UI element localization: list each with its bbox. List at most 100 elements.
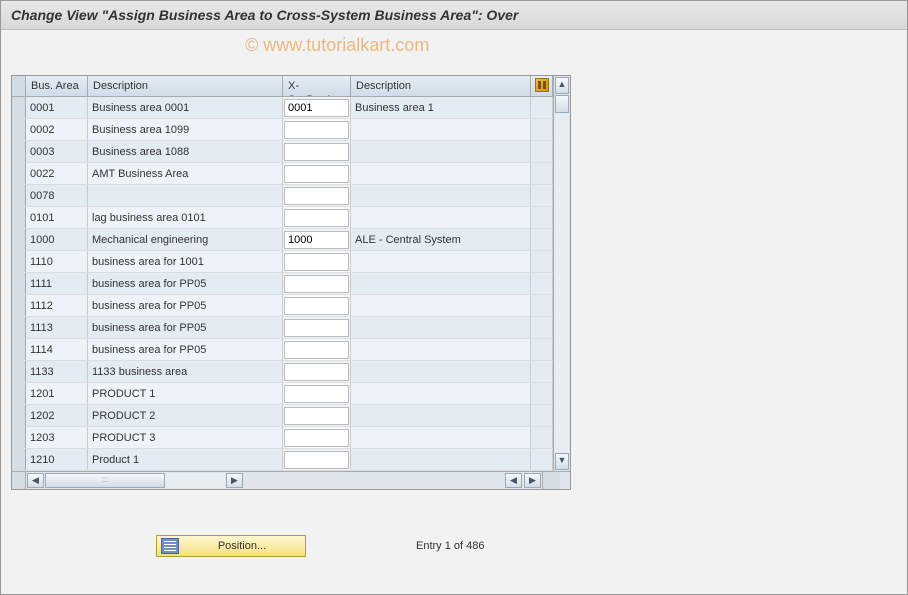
cell-xsysbusar[interactable] xyxy=(283,361,351,382)
cell-spacer xyxy=(531,427,553,448)
row-selector[interactable] xyxy=(12,229,26,250)
row-selector[interactable] xyxy=(12,405,26,426)
cell-bus-area: 1202 xyxy=(26,405,88,426)
cell-xsysbusar[interactable] xyxy=(283,141,351,162)
xsysbusar-input[interactable] xyxy=(284,99,349,117)
cell-bus-area: 1133 xyxy=(26,361,88,382)
table-row: 1203PRODUCT 3 xyxy=(12,427,553,449)
row-selector[interactable] xyxy=(12,273,26,294)
cell-description2 xyxy=(351,449,531,470)
scroll-right-button-2[interactable]: ▶ xyxy=(524,473,541,488)
column-header-xsysbusar[interactable]: X-SysBusAr xyxy=(283,76,351,96)
row-selector[interactable] xyxy=(12,207,26,228)
row-selector[interactable] xyxy=(12,119,26,140)
cell-xsysbusar[interactable] xyxy=(283,251,351,272)
cell-xsysbusar[interactable] xyxy=(283,185,351,206)
scroll-left-button[interactable]: ◀ xyxy=(27,473,44,488)
xsysbusar-input[interactable] xyxy=(284,451,349,469)
table-row: 0001Business area 0001Business area 1 xyxy=(12,97,553,119)
xsysbusar-input[interactable] xyxy=(284,209,349,227)
xsysbusar-input[interactable] xyxy=(284,407,349,425)
table-config-button[interactable] xyxy=(531,76,553,96)
cell-description2 xyxy=(351,141,531,162)
xsysbusar-input[interactable] xyxy=(284,165,349,183)
xsysbusar-input[interactable] xyxy=(284,275,349,293)
row-selector[interactable] xyxy=(12,339,26,360)
xsysbusar-input[interactable] xyxy=(284,253,349,271)
scroll-right-button[interactable]: ▶ xyxy=(226,473,243,488)
row-selector[interactable] xyxy=(12,383,26,404)
xsysbusar-input[interactable] xyxy=(284,341,349,359)
xsysbusar-input[interactable] xyxy=(284,319,349,337)
column-header-description2[interactable]: Description xyxy=(351,76,531,96)
cell-bus-area: 1210 xyxy=(26,449,88,470)
xsysbusar-input[interactable] xyxy=(284,385,349,403)
cell-description2: ALE - Central System xyxy=(351,229,531,250)
cell-spacer xyxy=(531,339,553,360)
xsysbusar-input[interactable] xyxy=(284,143,349,161)
xsysbusar-input[interactable] xyxy=(284,187,349,205)
cell-bus-area: 0022 xyxy=(26,163,88,184)
row-selector[interactable] xyxy=(12,295,26,316)
vertical-scrollbar[interactable]: ▲ ▼ xyxy=(553,76,570,471)
cell-xsysbusar[interactable] xyxy=(283,295,351,316)
cell-xsysbusar[interactable] xyxy=(283,449,351,470)
row-selector[interactable] xyxy=(12,317,26,338)
table-row: 1201PRODUCT 1 xyxy=(12,383,553,405)
column-header-description[interactable]: Description xyxy=(88,76,283,96)
cell-description2 xyxy=(351,163,531,184)
cell-description2 xyxy=(351,207,531,228)
scroll-left-button-2[interactable]: ◀ xyxy=(505,473,522,488)
table-row: 1113business area for PP05 xyxy=(12,317,553,339)
cell-xsysbusar[interactable] xyxy=(283,207,351,228)
cell-xsysbusar[interactable] xyxy=(283,163,351,184)
cell-description2 xyxy=(351,317,531,338)
cell-description2 xyxy=(351,339,531,360)
cell-xsysbusar[interactable] xyxy=(283,119,351,140)
hscroll-thumb[interactable]: ::: xyxy=(45,473,165,488)
row-selector[interactable] xyxy=(12,141,26,162)
cell-bus-area: 1000 xyxy=(26,229,88,250)
page-title: Change View "Assign Business Area to Cro… xyxy=(1,1,907,30)
row-selector[interactable] xyxy=(12,449,26,470)
xsysbusar-input[interactable] xyxy=(284,363,349,381)
vscroll-thumb[interactable] xyxy=(555,95,569,113)
cell-xsysbusar[interactable] xyxy=(283,229,351,250)
position-icon xyxy=(161,538,179,554)
cell-xsysbusar[interactable] xyxy=(283,383,351,404)
row-selector[interactable] xyxy=(12,97,26,118)
table-row: 0003Business area 1088 xyxy=(12,141,553,163)
cell-xsysbusar[interactable] xyxy=(283,317,351,338)
row-selector[interactable] xyxy=(12,251,26,272)
cell-description: business area for PP05 xyxy=(88,273,283,294)
cell-bus-area: 1111 xyxy=(26,273,88,294)
cell-xsysbusar[interactable] xyxy=(283,273,351,294)
scroll-down-button[interactable]: ▼ xyxy=(555,453,569,470)
hscroll-track[interactable]: ::: xyxy=(45,473,225,488)
xsysbusar-input[interactable] xyxy=(284,429,349,447)
cell-bus-area: 0002 xyxy=(26,119,88,140)
cell-xsysbusar[interactable] xyxy=(283,97,351,118)
row-selector[interactable] xyxy=(12,185,26,206)
row-selector[interactable] xyxy=(12,163,26,184)
cell-bus-area: 0101 xyxy=(26,207,88,228)
table-row: 0002Business area 1099 xyxy=(12,119,553,141)
row-selector[interactable] xyxy=(12,361,26,382)
table-row: 1114business area for PP05 xyxy=(12,339,553,361)
column-header-bus-area[interactable]: Bus. Area xyxy=(26,76,88,96)
horizontal-scrollbar[interactable]: ◀ ::: ▶ ◀ ▶ xyxy=(12,471,570,489)
vscroll-track[interactable] xyxy=(555,95,569,452)
cell-spacer xyxy=(531,141,553,162)
scroll-up-button[interactable]: ▲ xyxy=(555,77,569,94)
xsysbusar-input[interactable] xyxy=(284,231,349,249)
cell-description2: Business area 1 xyxy=(351,97,531,118)
cell-spacer xyxy=(531,119,553,140)
cell-description: Business area 0001 xyxy=(88,97,283,118)
cell-xsysbusar[interactable] xyxy=(283,405,351,426)
position-button[interactable]: Position... xyxy=(156,535,306,557)
xsysbusar-input[interactable] xyxy=(284,121,349,139)
row-selector[interactable] xyxy=(12,427,26,448)
cell-xsysbusar[interactable] xyxy=(283,427,351,448)
cell-xsysbusar[interactable] xyxy=(283,339,351,360)
xsysbusar-input[interactable] xyxy=(284,297,349,315)
